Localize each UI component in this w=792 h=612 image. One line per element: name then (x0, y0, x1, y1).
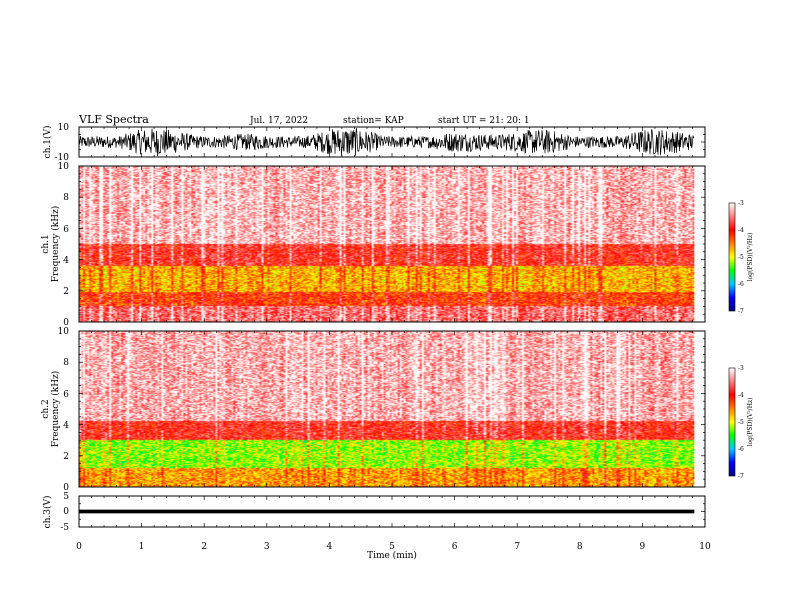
ch2-colorbar-tick-m5: -5 (738, 419, 744, 426)
ch1-ytick-top: 10 (58, 123, 70, 133)
ch2-ytick-10: 10 (58, 327, 70, 337)
ch1-ytick-4: 4 (63, 256, 69, 266)
ch1-ytick-6: 6 (63, 225, 69, 235)
ch1-colorbar-tick-m4: -4 (738, 227, 744, 234)
ch1-colorbar-label: log(PSD)(V²/Hz) (747, 233, 754, 282)
ch1-frequency-label: Frequency (kHz) (50, 206, 61, 283)
ch1-ytick-0: 0 (63, 318, 69, 328)
date-label: Jul. 17, 2022 (249, 116, 308, 126)
ch3-ytick-0: 0 (63, 507, 69, 517)
ch1-channel-label: ch.1 (41, 234, 51, 253)
ch1-waveform-ylabel: ch.1(V) (42, 126, 53, 159)
ch3-waveform-ylabel: ch.3(V) (42, 496, 53, 529)
ch2-colorbar-tick-m3: -3 (738, 365, 744, 372)
start-time-label: start UT = 21: 20: 1 (438, 116, 530, 126)
ch2-frequency-label: Frequency (kHz) (50, 371, 61, 448)
x-axis-label: Time (min) (367, 550, 417, 561)
xtick-0: 0 (76, 542, 82, 552)
ch2-colorbar: -3 -4 -5 -6 -7 log(PSD)(V²/Hz) (728, 365, 754, 480)
xtick-1: 1 (139, 542, 145, 552)
ch2-spectrogram-panel: 0 2 4 6 8 10 ch.2 Frequency (kHz) (41, 327, 706, 493)
xtick-5: 5 (389, 542, 395, 552)
ch1-colorbar-gradient (728, 202, 736, 312)
ch1-waveform-trace (78, 128, 695, 157)
xtick-9: 9 (640, 542, 646, 552)
ch2-colorbar-tick-m4: -4 (738, 392, 744, 399)
ch2-colorbar-tick-m6: -6 (738, 446, 744, 453)
ch1-spectrogram-panel: 0 2 4 6 8 10 ch.1 Frequency (kHz) (41, 162, 706, 328)
ch2-ytick-4: 4 (63, 421, 69, 431)
xtick-8: 8 (577, 542, 583, 552)
ch1-colorbar-tick-m7: -7 (738, 308, 744, 315)
ch2-ytick-6: 6 (63, 390, 69, 400)
ch1-spectrogram-image (79, 166, 695, 322)
ch3-ytick-5: 5 (63, 492, 69, 502)
ch2-colorbar-gradient (728, 367, 736, 477)
xtick-3: 3 (264, 542, 270, 552)
time-axis: 0 1 2 3 4 5 6 7 8 9 10 Time (min) (76, 542, 711, 561)
ch2-colorbar-tick-m7: -7 (738, 473, 744, 480)
ch3-waveform-trace (79, 509, 695, 514)
ch1-colorbar: -3 -4 -5 -6 -7 log(PSD)(V²/Hz) (728, 200, 754, 315)
ch2-channel-label: ch.2 (41, 399, 51, 418)
xtick-2: 2 (201, 542, 207, 552)
ch2-spectrogram-image (79, 331, 695, 487)
ch2-ytick-2: 2 (63, 452, 69, 462)
ch1-ytick-8: 8 (63, 193, 69, 203)
xtick-10: 10 (699, 542, 711, 552)
xtick-7: 7 (514, 542, 520, 552)
ch3-ytick-neg5: -5 (60, 523, 69, 533)
ch1-ytick-10: 10 (58, 162, 70, 172)
ch1-ytick-bottom: -10 (55, 153, 70, 163)
xtick-4: 4 (327, 542, 333, 552)
ch2-ytick-0: 0 (63, 483, 69, 493)
ch1-colorbar-tick-m5: -5 (738, 254, 744, 261)
ch1-colorbar-tick-m3: -3 (738, 200, 744, 207)
ch1-ytick-2: 2 (63, 287, 69, 297)
ch1-colorbar-tick-m6: -6 (738, 281, 744, 288)
station-label: station= KAP (343, 116, 404, 126)
axis-tick-marks (78, 126, 706, 528)
ch2-ytick-8: 8 (63, 358, 69, 368)
ch2-colorbar-label: log(PSD)(V²/Hz) (747, 398, 754, 447)
figure-title: VLF Spectra (78, 113, 149, 126)
xtick-6: 6 (452, 542, 458, 552)
